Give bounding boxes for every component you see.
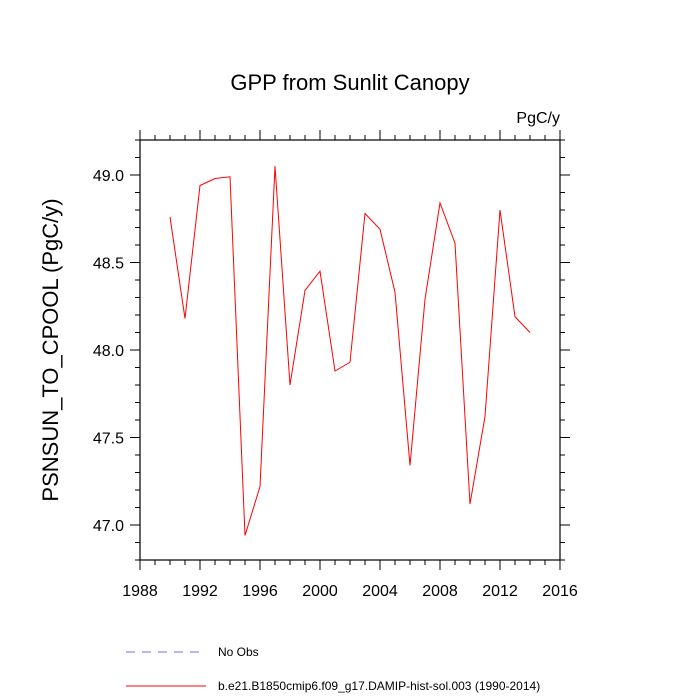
- y-tick-label: 47.0: [93, 518, 124, 535]
- x-tick-label: 2016: [542, 583, 578, 600]
- units-label: PgC/y: [516, 110, 560, 127]
- axis-ticks: 1988 1992 1996 2000 2004 2008 2012 2016 47.0 47.5…: [93, 130, 578, 600]
- y-tick-label: 47.5: [93, 431, 124, 448]
- plot-frame: [139, 139, 561, 561]
- x-tick-label: 2004: [362, 583, 398, 600]
- legend: No Obs b.e21.B1850cmip6.f09_g17.DAMIP-his…: [126, 645, 540, 693]
- series-group: [169, 166, 531, 536]
- x-tick-label: 2008: [422, 583, 458, 600]
- y-axis-label: PSNSUN_TO_CPOOL (PgC/y): [38, 198, 63, 501]
- x-tick-label: 1996: [242, 583, 278, 600]
- legend-label: b.e21.B1850cmip6.f09_g17.DAMIP-hist-sol.…: [218, 679, 540, 693]
- x-tick-label: 2012: [482, 583, 518, 600]
- x-tick-label: 2000: [302, 583, 338, 600]
- series-line: [169, 166, 531, 536]
- x-tick-label: 1988: [122, 583, 158, 600]
- x-tick-label: 1992: [182, 583, 218, 600]
- y-tick-label: 48.5: [93, 256, 124, 273]
- y-tick-label: 49.0: [93, 168, 124, 185]
- legend-label: No Obs: [218, 645, 259, 659]
- chart-title: GPP from Sunlit Canopy: [230, 70, 469, 95]
- y-tick-label: 48.0: [93, 343, 124, 360]
